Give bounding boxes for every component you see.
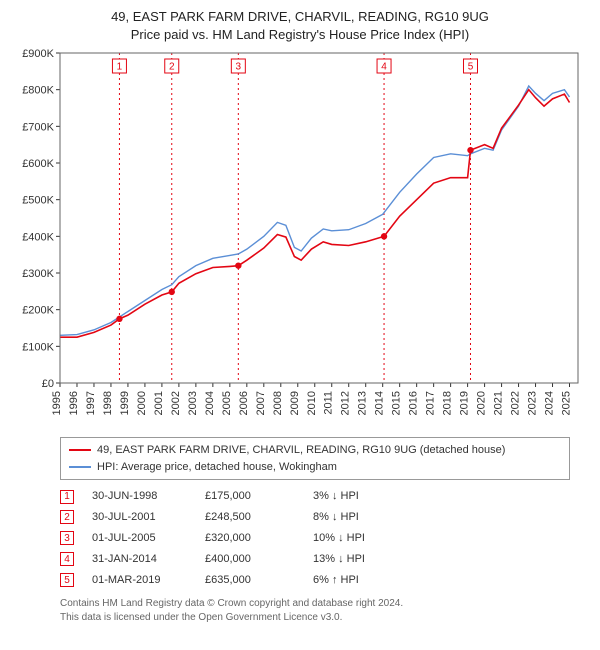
svg-text:£400K: £400K xyxy=(22,231,54,243)
footer-line1: Contains HM Land Registry data © Crown c… xyxy=(60,597,570,611)
svg-text:£700K: £700K xyxy=(22,121,54,133)
svg-text:2002: 2002 xyxy=(170,391,182,415)
chart-title: 49, EAST PARK FARM DRIVE, CHARVIL, READI… xyxy=(10,8,590,43)
footer-line2: This data is licensed under the Open Gov… xyxy=(60,611,570,625)
legend-swatch xyxy=(69,466,91,468)
svg-text:£0: £0 xyxy=(42,378,54,390)
transaction-row: 4 31-JAN-2014 £400,000 13% ↓ HPI xyxy=(60,549,570,570)
svg-text:2007: 2007 xyxy=(255,391,267,415)
svg-text:2003: 2003 xyxy=(187,391,199,415)
transaction-row: 5 01-MAR-2019 £635,000 6% ↑ HPI xyxy=(60,570,570,591)
transaction-diff: 13% ↓ HPI xyxy=(313,549,403,570)
transaction-number: 1 xyxy=(60,490,74,504)
svg-text:1999: 1999 xyxy=(119,391,131,415)
transaction-price: £320,000 xyxy=(205,528,295,549)
svg-text:2010: 2010 xyxy=(306,391,318,415)
transaction-diff: 3% ↓ HPI xyxy=(313,486,403,507)
svg-text:2008: 2008 xyxy=(272,391,284,415)
transaction-price: £635,000 xyxy=(205,570,295,591)
svg-text:2022: 2022 xyxy=(510,391,522,415)
transaction-date: 30-JUL-2001 xyxy=(92,507,187,528)
transaction-date: 30-JUN-1998 xyxy=(92,486,187,507)
svg-text:2014: 2014 xyxy=(374,391,386,415)
transaction-date: 01-JUL-2005 xyxy=(92,528,187,549)
svg-text:2000: 2000 xyxy=(136,391,148,415)
svg-text:4: 4 xyxy=(381,62,387,73)
transaction-number: 3 xyxy=(60,531,74,545)
price-chart: £0 £100K £200K £300K £400K £500K £600K £700K £80… xyxy=(10,47,590,427)
transaction-date: 31-JAN-2014 xyxy=(92,549,187,570)
legend-swatch xyxy=(69,449,91,451)
svg-text:2005: 2005 xyxy=(221,391,233,415)
svg-text:2019: 2019 xyxy=(459,391,471,415)
svg-text:2018: 2018 xyxy=(442,391,454,415)
transaction-number: 2 xyxy=(60,510,74,524)
svg-text:2006: 2006 xyxy=(238,391,250,415)
svg-text:2025: 2025 xyxy=(561,391,573,415)
svg-text:2016: 2016 xyxy=(408,391,420,415)
transaction-diff: 6% ↑ HPI xyxy=(313,570,403,591)
transaction-date: 01-MAR-2019 xyxy=(92,570,187,591)
transaction-table: 1 30-JUN-1998 £175,000 3% ↓ HPI 2 30-JUL-2001… xyxy=(60,486,570,590)
svg-text:1997: 1997 xyxy=(85,391,97,415)
svg-text:£300K: £300K xyxy=(22,268,54,280)
svg-text:2001: 2001 xyxy=(153,391,165,415)
svg-text:£900K: £900K xyxy=(22,48,54,60)
transaction-number: 5 xyxy=(60,573,74,587)
transaction-diff: 10% ↓ HPI xyxy=(313,528,403,549)
svg-text:2021: 2021 xyxy=(493,391,505,415)
svg-text:1998: 1998 xyxy=(102,391,114,415)
transaction-price: £248,500 xyxy=(205,507,295,528)
svg-text:2017: 2017 xyxy=(425,391,437,415)
svg-text:2: 2 xyxy=(169,62,175,73)
svg-text:£500K: £500K xyxy=(22,195,54,207)
svg-text:2004: 2004 xyxy=(204,391,216,415)
svg-text:£100K: £100K xyxy=(22,341,54,353)
legend-label: HPI: Average price, detached house, Woki… xyxy=(97,459,337,476)
legend-item: HPI: Average price, detached house, Woki… xyxy=(69,459,561,476)
legend-item: 49, EAST PARK FARM DRIVE, CHARVIL, READI… xyxy=(69,442,561,459)
legend: 49, EAST PARK FARM DRIVE, CHARVIL, READI… xyxy=(60,437,570,480)
title-line2: Price paid vs. HM Land Registry's House … xyxy=(10,26,590,44)
svg-text:5: 5 xyxy=(468,62,474,73)
svg-text:2015: 2015 xyxy=(391,391,403,415)
legend-label: 49, EAST PARK FARM DRIVE, CHARVIL, READI… xyxy=(97,442,505,459)
transaction-price: £400,000 xyxy=(205,549,295,570)
svg-text:£800K: £800K xyxy=(22,85,54,97)
transaction-price: £175,000 xyxy=(205,486,295,507)
svg-text:2023: 2023 xyxy=(527,391,539,415)
transaction-number: 4 xyxy=(60,552,74,566)
svg-text:£200K: £200K xyxy=(22,305,54,317)
svg-text:2024: 2024 xyxy=(544,391,556,415)
svg-text:2012: 2012 xyxy=(340,391,352,415)
svg-text:2009: 2009 xyxy=(289,391,301,415)
footer-attribution: Contains HM Land Registry data © Crown c… xyxy=(60,597,570,625)
transaction-row: 1 30-JUN-1998 £175,000 3% ↓ HPI xyxy=(60,486,570,507)
svg-text:2011: 2011 xyxy=(323,391,335,415)
svg-text:3: 3 xyxy=(236,62,242,73)
transaction-diff: 8% ↓ HPI xyxy=(313,507,403,528)
svg-text:2013: 2013 xyxy=(357,391,369,415)
transaction-row: 3 01-JUL-2005 £320,000 10% ↓ HPI xyxy=(60,528,570,549)
title-line1: 49, EAST PARK FARM DRIVE, CHARVIL, READI… xyxy=(10,8,590,26)
transaction-row: 2 30-JUL-2001 £248,500 8% ↓ HPI xyxy=(60,507,570,528)
svg-text:2020: 2020 xyxy=(476,391,488,415)
svg-text:1995: 1995 xyxy=(51,391,63,415)
svg-text:£600K: £600K xyxy=(22,158,54,170)
svg-text:1996: 1996 xyxy=(68,391,80,415)
svg-text:1: 1 xyxy=(117,62,123,73)
